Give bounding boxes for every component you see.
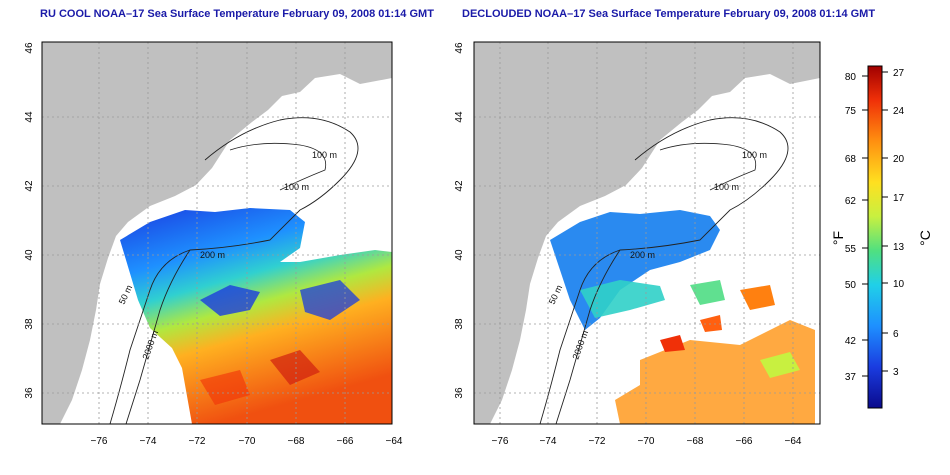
land-mass (474, 42, 820, 424)
map-title-declouded: DECLOUDED NOAA–17 Sea Surface Temperatur… (462, 8, 876, 20)
x-tick-label: −76 (91, 436, 108, 447)
celsius-unit-label: °C (917, 230, 933, 246)
x-axis: −76 −74 −72 −70 −68 −66 −64 (492, 436, 802, 447)
isobath-contour (109, 117, 359, 424)
sst-patch-cool (580, 280, 665, 318)
isobath-contour (555, 249, 621, 424)
sst-patch-cool (690, 280, 725, 305)
map-panel-declouded: 100 m 100 m 200 m 50 m 2000 m −76 −74 −7… (454, 41, 821, 447)
contour-label: 100 m (284, 182, 309, 192)
y-tick-label: 44 (24, 111, 35, 123)
y-tick-label: 40 (454, 249, 465, 261)
y-tick-label: 44 (454, 111, 465, 123)
y-tick-label: 38 (24, 318, 35, 330)
isobath-contour (659, 142, 757, 191)
x-tick-label: −72 (189, 436, 206, 447)
temperature-colorbar: 80 75 68 62 55 50 42 37 27 24 20 17 13 1… (830, 65, 933, 409)
celsius-tick: 17 (893, 193, 905, 204)
colorbar-fahrenheit-ticks: 80 75 68 62 55 50 42 37 (845, 72, 857, 383)
fahrenheit-tick: 55 (845, 244, 857, 255)
contour-label: 200 m (630, 250, 655, 260)
cold-patch (300, 280, 360, 320)
y-tick-label: 46 (454, 42, 465, 54)
fahrenheit-tick: 50 (845, 280, 857, 291)
fahrenheit-tick: 62 (845, 196, 857, 207)
sst-patch-warm (740, 285, 775, 310)
warm-patch (270, 350, 320, 385)
x-tick-label: −64 (386, 436, 403, 447)
celsius-tick: 6 (893, 329, 899, 340)
x-tick-label: −70 (239, 436, 256, 447)
y-tick-label: 38 (454, 318, 465, 330)
map-title-raw: RU COOL NOAA–17 Sea Surface Temperature … (40, 8, 434, 20)
fahrenheit-tick: 42 (845, 336, 857, 347)
sst-patch-warm (615, 320, 815, 424)
contour-label: 200 m (200, 250, 225, 260)
colorbar-gradient (867, 65, 883, 409)
celsius-tick: 20 (893, 154, 905, 165)
cold-patch (200, 285, 260, 316)
map-frame (473, 41, 821, 425)
contour-label: 100 m (714, 182, 739, 192)
sst-swath (120, 208, 392, 424)
y-tick-label: 42 (454, 180, 465, 192)
fahrenheit-tick: 75 (845, 106, 857, 117)
y-tick-label: 40 (24, 249, 35, 261)
x-tick-label: −76 (492, 436, 509, 447)
x-tick-label: −64 (785, 436, 802, 447)
isobath-contour (125, 249, 191, 424)
fahrenheit-unit-label: °F (830, 231, 846, 245)
y-axis: 46 44 42 40 38 36 (454, 42, 465, 399)
sst-patch-mild (760, 352, 800, 378)
fahrenheit-tick: 80 (845, 72, 857, 83)
x-tick-label: −68 (288, 436, 305, 447)
y-tick-label: 42 (24, 180, 35, 192)
map-panel-raw: 100 m 100 m 200 m 50 m 2000 m −76 −74 −7… (24, 41, 403, 447)
celsius-tick: 24 (893, 106, 905, 117)
x-tick-label: −66 (736, 436, 753, 447)
x-tick-label: −74 (540, 436, 557, 447)
isobath-contour (229, 142, 327, 191)
warm-patch (200, 370, 250, 405)
x-tick-label: −72 (589, 436, 606, 447)
celsius-tick: 10 (893, 279, 905, 290)
y-tick-label: 46 (24, 42, 35, 54)
celsius-tick: 13 (893, 242, 905, 253)
x-tick-label: −68 (687, 436, 704, 447)
x-tick-label: −66 (337, 436, 354, 447)
y-tick-label: 36 (454, 387, 465, 399)
colorbar-celsius-ticks: 27 24 20 17 13 10 6 3 (893, 68, 905, 378)
x-tick-label: −74 (140, 436, 157, 447)
fahrenheit-tick: 37 (845, 372, 857, 383)
contour-label: 100 m (312, 150, 337, 160)
fahrenheit-tick: 68 (845, 154, 857, 165)
celsius-tick: 3 (893, 367, 899, 378)
contour-label: 100 m (742, 150, 767, 160)
isobath-contour (539, 117, 789, 424)
sst-patch-warm (700, 315, 722, 332)
x-tick-label: −70 (638, 436, 655, 447)
y-tick-label: 36 (24, 387, 35, 399)
map-frame (41, 41, 393, 425)
x-axis: −76 −74 −72 −70 −68 −66 −64 (91, 436, 403, 447)
sst-patch-hot (660, 335, 685, 352)
celsius-tick: 27 (893, 68, 905, 79)
land-mass (42, 42, 392, 424)
y-axis: 46 44 42 40 38 36 (24, 42, 35, 399)
